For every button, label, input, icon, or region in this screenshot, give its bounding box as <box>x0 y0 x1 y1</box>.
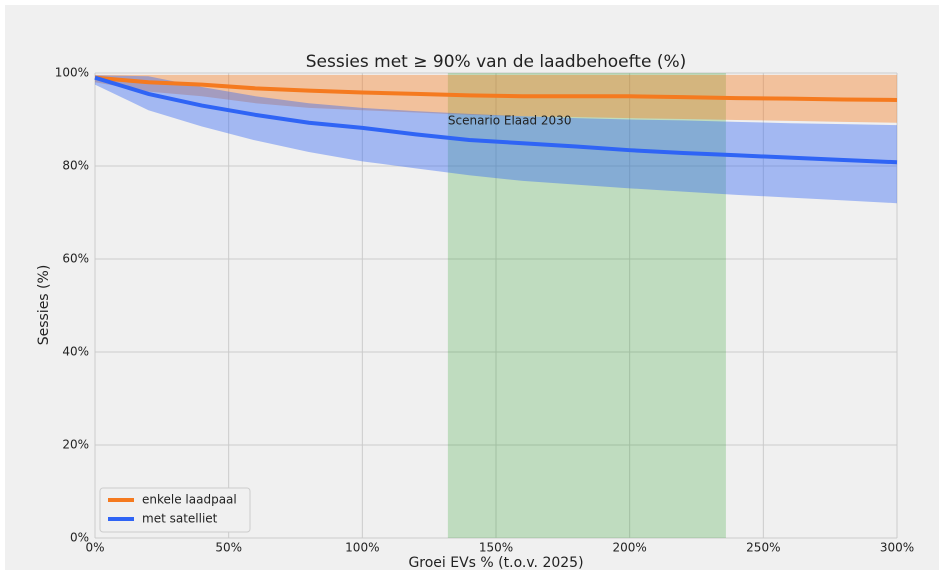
band <box>95 74 897 123</box>
span-label: Scenario Elaad 2030 <box>448 114 572 128</box>
band <box>95 75 897 204</box>
line <box>94 75 898 102</box>
x-tick-label: 100% <box>345 541 379 555</box>
y-tick-label: 80% <box>62 159 89 173</box>
legend-label: met satelliet <box>142 512 218 526</box>
y-tick-label: 0% <box>70 531 89 545</box>
x-tick-label: 250% <box>746 541 780 555</box>
line <box>94 75 898 165</box>
legend-box <box>99 487 251 533</box>
y-tick-label: 40% <box>62 345 89 359</box>
x-tick-label: 0% <box>85 541 104 555</box>
y-tick-label: 20% <box>62 438 89 452</box>
x-tick-label: 150% <box>479 541 513 555</box>
chart-title: Sessies met ≥ 90% van de laadbehoefte (%… <box>306 52 687 72</box>
x-tick-label: 200% <box>613 541 647 555</box>
highlight-span <box>447 73 726 538</box>
x-axis-label: Groei EVs % (t.o.v. 2025) <box>408 555 583 571</box>
y-tick-label: 100% <box>55 66 89 80</box>
legend-label: enkele laadpaal <box>142 493 237 507</box>
y-tick-label: 60% <box>62 252 89 266</box>
x-tick-label: 50% <box>215 541 242 555</box>
y-axis-label: Sessies (%) <box>36 265 52 346</box>
x-tick-label: 300% <box>880 541 914 555</box>
